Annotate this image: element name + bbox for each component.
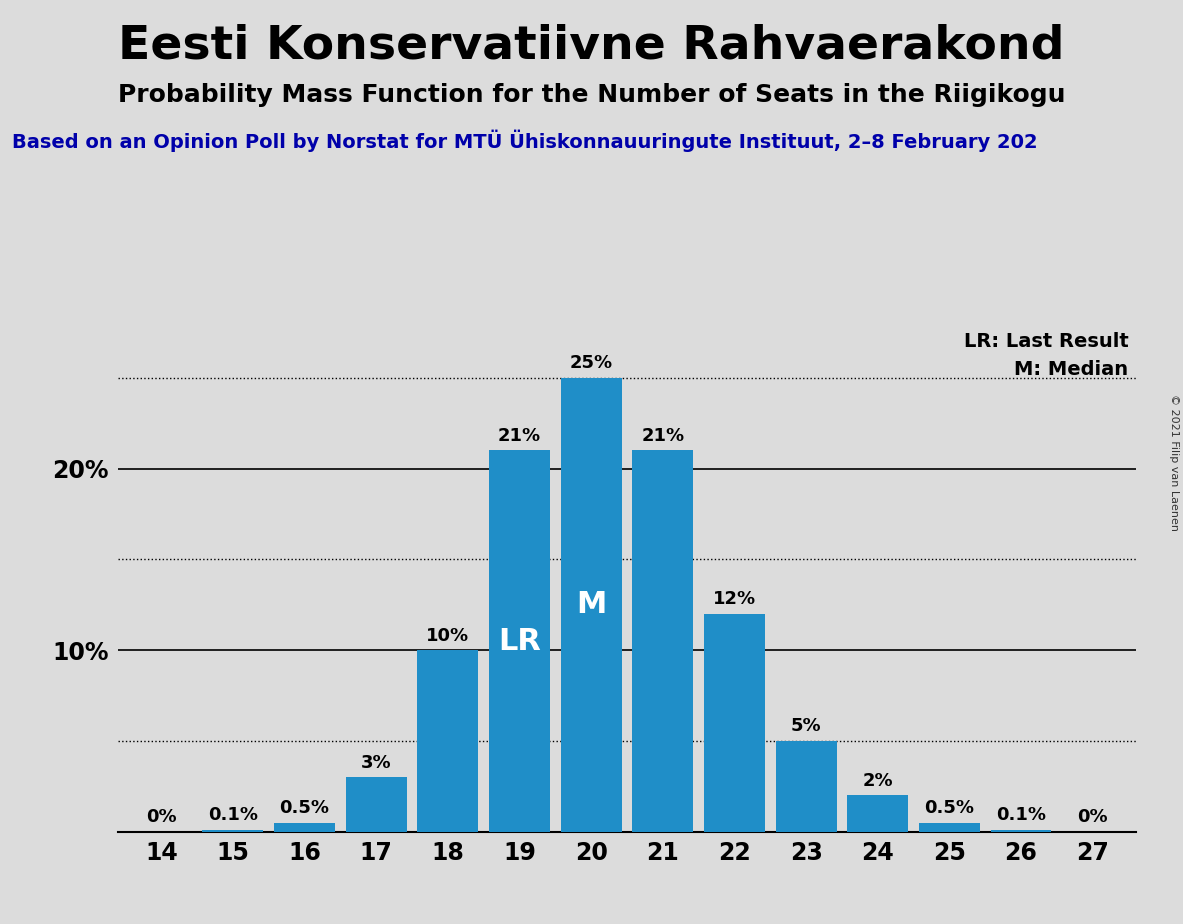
Text: Probability Mass Function for the Number of Seats in the Riigikogu: Probability Mass Function for the Number… bbox=[118, 83, 1065, 107]
Bar bbox=[418, 650, 478, 832]
Text: LR: Last Result: LR: Last Result bbox=[964, 333, 1129, 351]
Bar bbox=[990, 830, 1052, 832]
Text: 25%: 25% bbox=[569, 355, 613, 372]
Text: 10%: 10% bbox=[426, 626, 470, 645]
Text: LR: LR bbox=[498, 626, 541, 655]
Text: 3%: 3% bbox=[361, 754, 392, 772]
Text: 5%: 5% bbox=[790, 717, 821, 736]
Text: 0%: 0% bbox=[146, 808, 176, 826]
Bar bbox=[704, 614, 765, 832]
Bar bbox=[776, 741, 836, 832]
Text: 0.5%: 0.5% bbox=[924, 799, 975, 817]
Text: © 2021 Filip van Laenen: © 2021 Filip van Laenen bbox=[1169, 394, 1178, 530]
Text: Eesti Konservatiivne Rahvaerakond: Eesti Konservatiivne Rahvaerakond bbox=[118, 23, 1065, 68]
Text: M: M bbox=[576, 590, 607, 619]
Bar bbox=[202, 830, 264, 832]
Text: 0.1%: 0.1% bbox=[996, 807, 1046, 824]
Bar bbox=[847, 796, 909, 832]
Text: 12%: 12% bbox=[713, 590, 756, 608]
Bar bbox=[274, 822, 335, 832]
Bar bbox=[561, 378, 621, 832]
Text: 21%: 21% bbox=[641, 427, 685, 445]
Bar bbox=[489, 450, 550, 832]
Text: 21%: 21% bbox=[498, 427, 541, 445]
Text: 0.1%: 0.1% bbox=[208, 807, 258, 824]
Bar bbox=[633, 450, 693, 832]
Bar bbox=[345, 777, 407, 832]
Bar bbox=[919, 822, 980, 832]
Text: M: Median: M: Median bbox=[1014, 359, 1129, 379]
Text: 0.5%: 0.5% bbox=[279, 799, 330, 817]
Text: 2%: 2% bbox=[862, 772, 893, 790]
Text: Based on an Opinion Poll by Norstat for MTÜ Ühiskonnauuringute Instituut, 2–8 Fe: Based on an Opinion Poll by Norstat for … bbox=[12, 129, 1037, 152]
Text: 0%: 0% bbox=[1078, 808, 1108, 826]
